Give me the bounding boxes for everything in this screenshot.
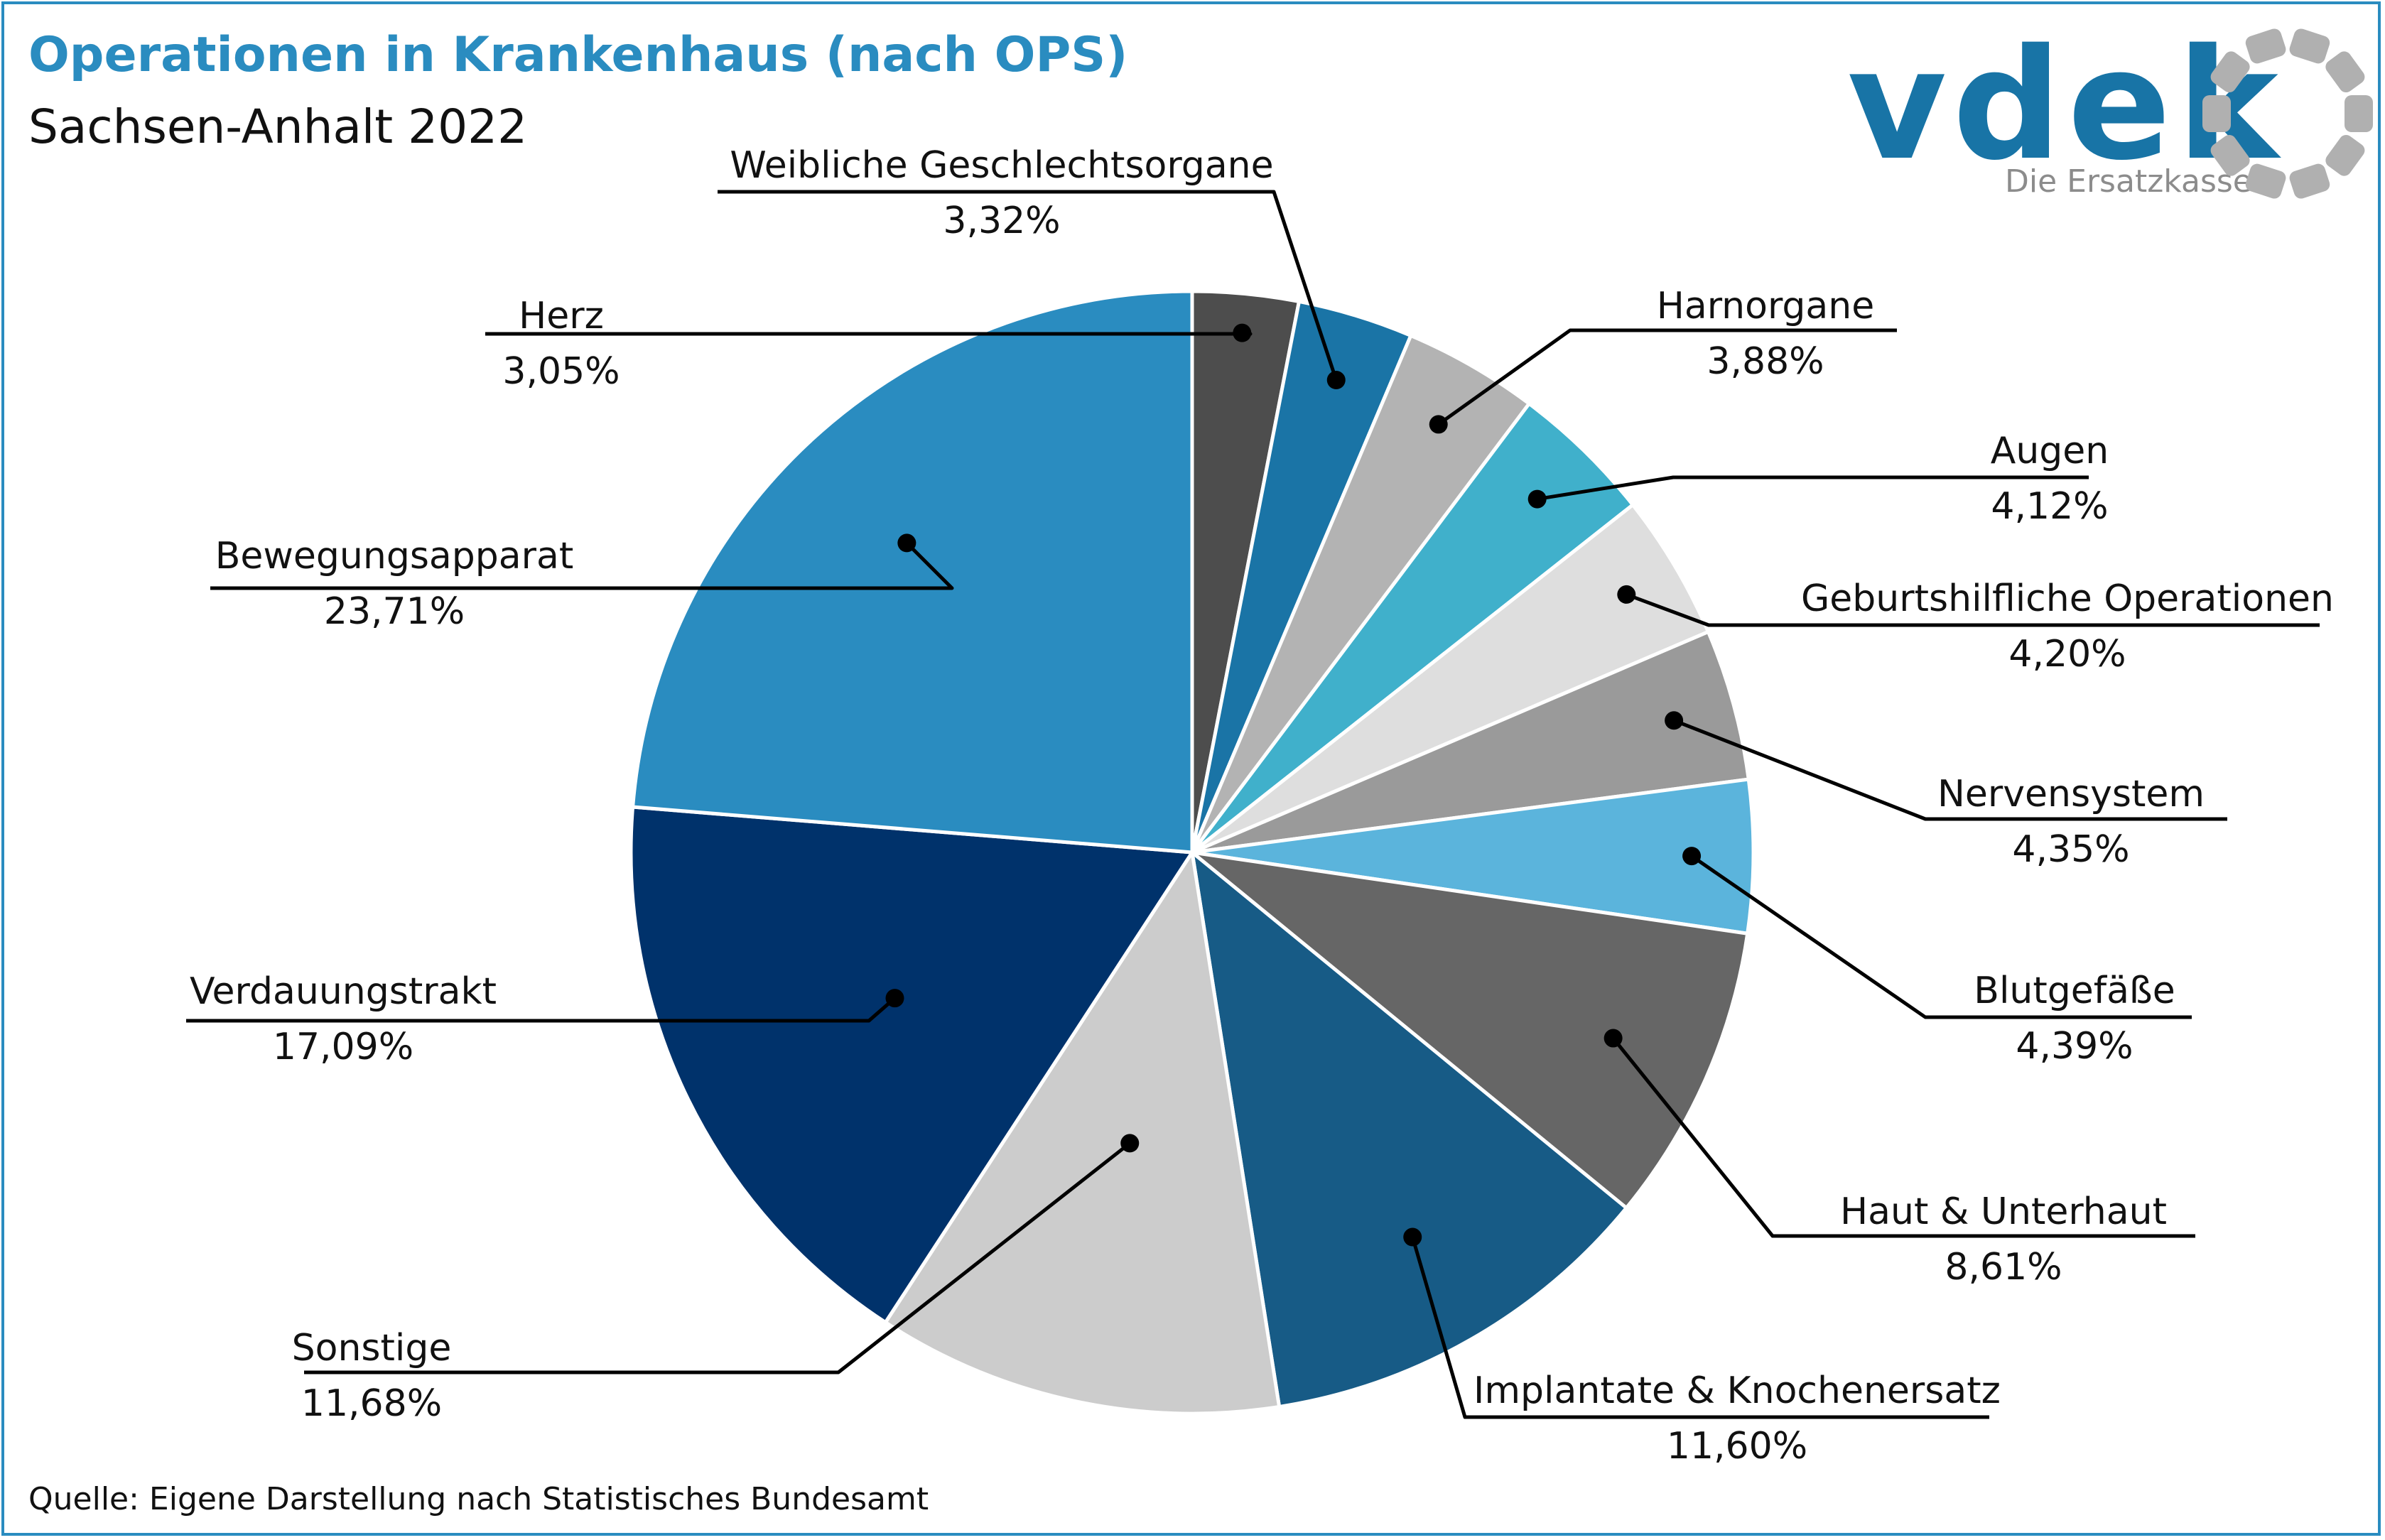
leader-implantate-knochenersatz (1410, 1236, 1989, 1419)
leader-dot-verdauungstrakt (885, 989, 904, 1008)
leader-dot-sonstige (1120, 1134, 1140, 1153)
slice-value-haut-unterhaut: 8,61% (1945, 1246, 2062, 1289)
leader-blutgefaesse (1690, 855, 2192, 1019)
leader-dot-haut-unterhaut (1603, 1029, 1623, 1048)
slice-label-augen: Augen (1991, 430, 2109, 472)
logo-ring-segment (2289, 163, 2330, 199)
leader-sonstige (304, 1142, 1131, 1374)
slice-label-harnorgane: Harnorgane (1657, 285, 1875, 327)
slice-value-bewegungsapparat: 23,71% (324, 590, 465, 633)
pie-slices (629, 289, 1756, 1416)
leader-verdauungstrakt (186, 997, 897, 1023)
ring-of-gray-segments-icon (2202, 28, 2373, 199)
leader-dot-herz (1233, 323, 1252, 342)
leader-haut-unterhaut (1611, 1036, 2195, 1238)
leader-augen (1537, 475, 2089, 501)
slice-value-verdauungstrakt: 17,09% (273, 1026, 413, 1068)
slice-label-implantate-knochenersatz: Implantate & Knochenersatz (1473, 1370, 2001, 1412)
slice-value-weibliche-geschlechtsorgane: 3,32% (943, 200, 1060, 242)
logo-ring-segment (2245, 163, 2286, 199)
chart-subtitle: Sachsen-Anhalt 2022 (28, 99, 528, 154)
logo-ring-segment (2325, 134, 2365, 176)
logo-ring-segment (2210, 134, 2250, 176)
leader-weibliche-geschlechtsorgane (718, 190, 1338, 381)
slice-label-haut-unterhaut: Haut & Unterhaut (1840, 1191, 2167, 1233)
leader-lines (186, 190, 2320, 1419)
leader-nervensystem (1673, 718, 2227, 821)
leader-dot-blutgefaesse (1682, 847, 1702, 866)
slice-blutgefaesse (1190, 777, 1756, 936)
logo-ring-segment (2345, 95, 2373, 132)
slice-haut-unterhaut (1190, 850, 1750, 1210)
leader-dot-nervensystem (1665, 711, 1684, 730)
slice-value-sonstige: 11,68% (301, 1382, 442, 1425)
logo-ring-segment (2325, 51, 2365, 93)
slice-label-blutgefaesse: Blutgefäße (1974, 970, 2175, 1012)
logo-ring-segment (2245, 28, 2286, 64)
slice-value-geburtshilfliche-operationen: 4,20% (2008, 633, 2126, 676)
slice-harnorgane (1190, 333, 1531, 855)
source-note: Quelle: Eigene Darstellung nach Statisti… (28, 1481, 929, 1517)
slice-implantate-knochenersatz (1190, 850, 1628, 1409)
logo-ring-segment (2210, 51, 2250, 93)
leader-dot-weibliche-geschlechtsorgane (1326, 371, 1346, 390)
slice-augen (1190, 401, 1635, 855)
logo-ring-segment (2202, 95, 2231, 132)
slice-value-harnorgane: 3,88% (1707, 340, 1824, 383)
leader-dot-bewegungsapparat (897, 533, 916, 553)
slice-value-blutgefaesse: 4,39% (2016, 1025, 2133, 1068)
slice-verdauungstrakt (629, 805, 1194, 1325)
slice-sonstige (883, 850, 1282, 1416)
slice-bewegungsapparat (631, 289, 1194, 855)
slice-value-augen: 4,12% (1991, 485, 2108, 528)
slice-value-implantate-knochenersatz: 11,60% (1667, 1425, 1807, 1468)
slice-geburtshilfliche-operationen (1190, 503, 1710, 855)
slice-label-verdauungstrakt: Verdauungstrakt (190, 970, 497, 1013)
chart-title: Operationen in Krankenhaus (nach OPS) (28, 27, 1128, 83)
slice-label-geburtshilfliche-operationen: Geburtshilfliche Operationen (1801, 578, 2334, 620)
leader-dot-geburtshilfliche-operationen (1617, 585, 1636, 604)
slice-label-bewegungsapparat: Bewegungsapparat (215, 535, 574, 578)
slice-value-nervensystem: 4,35% (2012, 828, 2129, 871)
leader-dot-harnorgane (1429, 415, 1448, 434)
slice-value-herz: 3,05% (502, 350, 620, 393)
leader-harnorgane (1437, 328, 1897, 426)
slice-label-sonstige: Sonstige (292, 1327, 452, 1370)
leader-dot-augen (1527, 489, 1547, 509)
slice-label-nervensystem: Nervensystem (1937, 773, 2205, 815)
leader-geburtshilfliche-operationen (1626, 592, 2320, 627)
slice-label-herz: Herz (519, 295, 604, 337)
logo-ring-segment (2289, 28, 2330, 64)
slice-label-weibliche-geschlechtsorgane: Weibliche Geschlechtsorgane (730, 144, 1273, 187)
leader-bewegungsapparat (210, 541, 954, 590)
leader-dot-implantate-knochenersatz (1403, 1227, 1422, 1247)
